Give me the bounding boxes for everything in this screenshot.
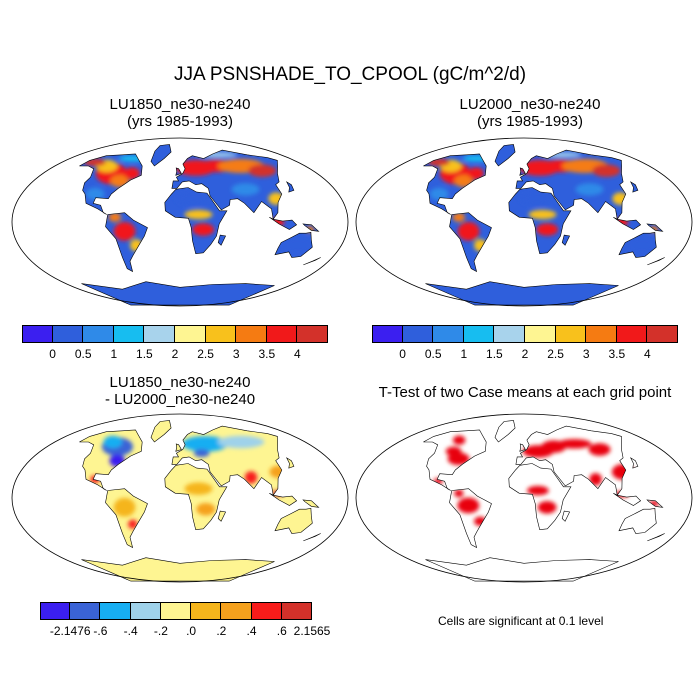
colorbar-swatch <box>266 325 298 343</box>
colorbar-tick-label: 3 <box>582 347 590 361</box>
colorbar-tick-label: -2.1476 <box>49 624 91 638</box>
colorbar-swatch <box>402 325 434 343</box>
colorbar-swatch <box>494 325 525 343</box>
map-top-right <box>355 137 693 307</box>
colorbar-swatch <box>586 325 617 343</box>
colorbar-swatch <box>433 325 464 343</box>
colorbar-tick-label: .0 <box>186 624 197 638</box>
colorbar-tick-label: 3.5 <box>258 347 276 361</box>
colorbar-tick-label: 2 <box>171 347 179 361</box>
colorbar-tick-label: 0 <box>49 347 56 361</box>
significance-note: Cells are significant at 0.1 level <box>438 614 604 628</box>
colorbar-tick-label: 2.1565 <box>293 624 331 638</box>
colorbar-tick-label: -.2 <box>153 624 168 638</box>
colorbar-bottom-left: -2.1476 -.6 -.4 -.2 .0 .2 .4 .6 2.1565 <box>40 602 330 642</box>
panel-title-line1: T-Test of two Case means at each grid po… <box>378 384 672 401</box>
panel-title-top-left: LU1850_ne30-ne240 (yrs 1985-1993) <box>40 96 320 130</box>
colorbar-tick-label: 4 <box>294 347 301 361</box>
colorbar-swatch <box>372 325 403 343</box>
map-top-left <box>11 137 349 307</box>
colorbar-swatch <box>70 602 101 620</box>
colorbar-tick-label: 0 <box>399 347 406 361</box>
colorbar-tick-label: .4 <box>246 624 257 638</box>
colorbar-swatch <box>555 325 587 343</box>
colorbar-swatch <box>221 602 252 620</box>
colorbar-swatch <box>463 325 495 343</box>
colorbar-tick-label: .2 <box>216 624 227 638</box>
map-bottom-left <box>11 413 349 583</box>
colorbar-swatch <box>191 602 222 620</box>
map-bottom-right <box>355 413 693 583</box>
panel-title-line2: - LU2000_ne30-ne240 <box>104 391 256 408</box>
panel-title-line2: (yrs 1985-1993) <box>477 113 583 130</box>
colorbar-tick-label: -.4 <box>123 624 138 638</box>
panel-title-line1: LU2000_ne30-ne240 <box>459 96 601 113</box>
colorbar-swatch <box>113 325 145 343</box>
colorbar-swatch <box>83 325 114 343</box>
colorbar-tick-label: 1 <box>460 347 468 361</box>
colorbar-tick-label: .6 <box>276 624 287 638</box>
colorbar-swatch <box>525 325 556 343</box>
colorbar-tick-label: 3 <box>232 347 240 361</box>
colorbar-tick-label: 1.5 <box>486 347 503 361</box>
figure-title: JJA PSNSHADE_TO_CPOOL (gC/m^2/d) <box>173 64 527 85</box>
colorbar-tick-label: 0.5 <box>74 347 92 361</box>
colorbar-tick-label: 2 <box>521 347 529 361</box>
panel-title-line1: LU1850_ne30-ne240 <box>109 374 251 391</box>
colorbar-tick-label: 1 <box>110 347 118 361</box>
colorbar-swatch <box>22 325 53 343</box>
colorbar-swatch <box>647 325 678 343</box>
colorbar-swatch <box>281 602 312 620</box>
colorbar-tick-label: 4 <box>644 347 651 361</box>
colorbar-swatch <box>251 602 282 620</box>
colorbar-top-left: 0 0.5 1 1.5 2 2.5 3 3.5 4 <box>22 325 328 365</box>
colorbar-tick-label: 3.5 <box>608 347 626 361</box>
panel-title-bottom-right: T-Test of two Case means at each grid po… <box>355 384 695 401</box>
colorbar-swatch <box>52 325 84 343</box>
colorbar-swatch <box>100 602 131 620</box>
colorbar-swatch <box>130 602 161 620</box>
colorbar-swatch <box>160 602 192 620</box>
colorbar-swatch <box>616 325 648 343</box>
colorbar-swatch <box>297 325 328 343</box>
panel-title-top-right: LU2000_ne30-ne240 (yrs 1985-1993) <box>390 96 670 130</box>
colorbar-swatch <box>40 602 71 620</box>
colorbar-tick-label: -.6 <box>93 624 108 638</box>
colorbar-tick-label: 2.5 <box>547 347 564 361</box>
colorbar-tick-label: 0.5 <box>424 347 442 361</box>
colorbar-tick-label: 2.5 <box>197 347 214 361</box>
panel-title-bottom-left: LU1850_ne30-ne240 - LU2000_ne30-ne240 <box>40 374 320 408</box>
colorbar-swatch <box>144 325 175 343</box>
colorbar-swatch <box>205 325 237 343</box>
colorbar-top-right: 0 0.5 1 1.5 2 2.5 3 3.5 4 <box>372 325 678 365</box>
panel-title-line1: LU1850_ne30-ne240 <box>109 96 251 113</box>
colorbar-tick-label: 1.5 <box>136 347 153 361</box>
colorbar-swatch <box>236 325 267 343</box>
panel-title-line2: (yrs 1985-1993) <box>127 113 233 130</box>
colorbar-swatch <box>175 325 206 343</box>
